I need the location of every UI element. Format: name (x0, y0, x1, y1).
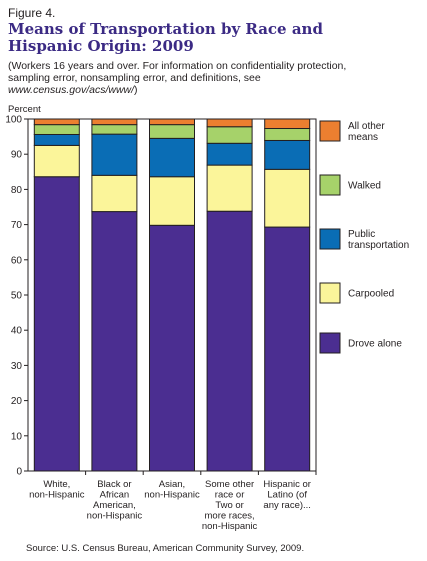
y-axis-label: Percent (8, 104, 41, 115)
x-tick-label: non-Hispanic (144, 490, 200, 501)
bar-segment-walked (264, 128, 311, 141)
bar-segment-walked (149, 124, 195, 139)
bar-segment-drove-alone (149, 224, 195, 472)
y-tick-label: 10 (11, 431, 23, 442)
bar-segment-carpooled (149, 176, 195, 226)
legend-swatch (319, 228, 341, 250)
y-tick-label: 70 (11, 220, 23, 231)
legend-swatch (319, 282, 341, 304)
bar-segment-drove-alone (91, 211, 138, 472)
bar-segment-all-other-means (264, 118, 311, 130)
y-tick-label: 60 (11, 255, 23, 266)
bar-segment-all-other-means (91, 118, 138, 126)
x-tick-label: more races, (205, 511, 255, 522)
legend-label: All other (348, 121, 385, 132)
x-tick-label: Black or (97, 479, 131, 490)
legend-label: means (348, 132, 378, 143)
bar-segment-walked (91, 124, 138, 135)
legend-label: Walked (348, 181, 381, 192)
bar-segment-all-other-means (149, 118, 195, 126)
x-tick-label: Asian, (159, 479, 185, 490)
x-tick-label: non-Hispanic (202, 521, 258, 532)
y-tick-label: 0 (16, 467, 22, 478)
chart-subtitle: (Workers 16 years and over. For informat… (8, 60, 423, 96)
legend-label: transportation (348, 240, 409, 251)
subtitle-end: ) (134, 84, 138, 96)
bar-segment-walked (33, 124, 80, 135)
bar-segment-carpooled (264, 168, 311, 228)
y-tick-label: 40 (11, 326, 23, 337)
y-tick-label: 20 (11, 396, 23, 407)
bar-segment-carpooled (206, 164, 253, 212)
legend-label: Drove alone (348, 339, 402, 350)
legend-swatch (319, 120, 341, 142)
bar-segment-drove-alone (33, 176, 80, 472)
x-tick-label: Two or (215, 500, 244, 511)
bar-segment-all-other-means (33, 118, 80, 126)
subtitle-line-1: (Workers 16 years and over. For informat… (8, 60, 347, 72)
legend-label: Public (348, 229, 375, 240)
bar-segment-public-transportation (264, 139, 311, 170)
y-tick-label: 30 (11, 361, 23, 372)
x-tick-label: non-Hispanic (87, 511, 143, 522)
x-tick-label: race or (215, 490, 245, 501)
bar-segment-carpooled (91, 174, 138, 213)
y-tick-label: 80 (11, 185, 23, 196)
legend-swatch (319, 174, 341, 196)
legend-swatch (319, 332, 341, 354)
bar-segment-public-transportation (149, 137, 195, 178)
y-tick-label: 100 (5, 115, 22, 126)
chart-title-line-1: Means of Transportation by Race and (8, 20, 323, 38)
subtitle-url: www.census.gov/acs/www/ (8, 84, 135, 96)
source-note: Source: U.S. Census Bureau, American Com… (26, 543, 305, 554)
x-tick-label: African (100, 490, 130, 501)
bar-segment-walked (206, 126, 253, 144)
x-tick-label: Hispanic or (263, 479, 311, 490)
y-tick-label: 90 (11, 150, 23, 161)
x-tick-label: any race)... (263, 500, 311, 511)
subtitle-line-3: www.census.gov/acs/www/) (8, 84, 423, 96)
x-tick-label: White, (43, 479, 70, 490)
x-tick-label: Latino (of (267, 490, 307, 501)
x-tick-label: Some other (205, 479, 254, 490)
x-tick-label: American, (93, 500, 136, 511)
bar-segment-carpooled (33, 144, 80, 178)
bar-segment-public-transportation (33, 133, 80, 146)
subtitle-line-2: sampling error, nonsampling error, and d… (8, 72, 261, 84)
chart-title-line-2: Hispanic Origin: 2009 (8, 37, 194, 55)
bar-segment-all-other-means (206, 118, 253, 128)
bar-segment-drove-alone (264, 226, 311, 472)
bar-segment-public-transportation (91, 133, 138, 176)
bar-segment-public-transportation (206, 142, 253, 166)
x-tick-label: non-Hispanic (29, 490, 85, 501)
figure-label: Figure 4. (8, 6, 56, 20)
bar-segment-drove-alone (206, 210, 253, 472)
y-tick-label: 50 (11, 291, 23, 302)
legend-label: Carpooled (348, 289, 394, 300)
chart-title: Means of Transportation by Race and Hisp… (8, 21, 418, 55)
